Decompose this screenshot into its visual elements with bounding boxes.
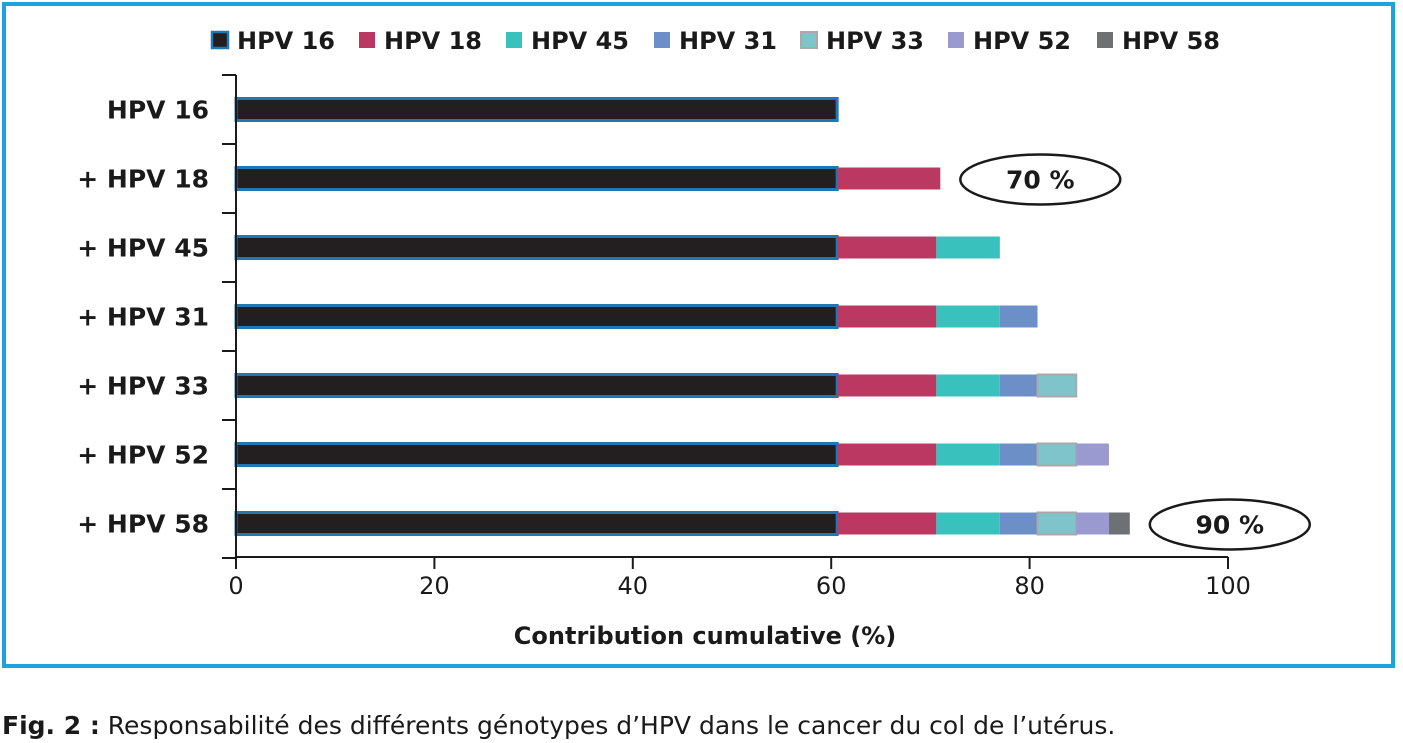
bar-segment-hpv-16-row-6 <box>234 442 839 467</box>
annotation-label: 70 % <box>1006 166 1075 195</box>
bar-segment-hpv-16-row-1 <box>234 97 839 122</box>
bar-segment-hpv-33-row-6 <box>1036 442 1078 467</box>
x-axis-title: Contribution cumulative (%) <box>514 622 896 650</box>
y-tick-label: + HPV 52 <box>77 441 209 470</box>
chart-axes: HPV 16 + HPV 18 + HPV 45 + HPV 31 + HPV 33 + … <box>77 74 1251 650</box>
x-tick-label: 0 <box>228 572 243 600</box>
bar-segment-hpv-16-row-7 <box>234 511 839 536</box>
y-tick-label: HPV 16 <box>107 96 209 125</box>
x-tick-label: 80 <box>1014 572 1045 600</box>
legend-label-hpv-58: HPV 58 <box>1122 27 1220 55</box>
chart-annotations: 70 % 90 % <box>959 153 1312 551</box>
bar-segment-hpv-18-row-7 <box>837 512 937 535</box>
legend-swatch-hpv-16 <box>210 30 230 50</box>
figure-frame <box>2 2 1395 668</box>
x-tick-label: 20 <box>419 572 450 600</box>
bar-segment-hpv-16-row-5 <box>234 373 839 398</box>
bar-segment-hpv-16-row-4 <box>234 304 839 329</box>
figure-caption: Fig. 2 : Responsabilité des différents g… <box>2 711 1115 740</box>
legend-label-hpv-16: HPV 16 <box>237 27 335 55</box>
bar-segment-hpv-31-row-5 <box>999 374 1038 397</box>
bar-segment-hpv-45-row-6 <box>936 443 1000 466</box>
caption-label: Fig. 2 : <box>2 711 100 740</box>
x-tick-label: 100 <box>1205 572 1251 600</box>
bar-segment-hpv-45-row-4 <box>936 305 1000 328</box>
bar-segment-hpv-58-row-7 <box>1108 512 1130 535</box>
legend-swatch-hpv-58 <box>1097 32 1113 48</box>
x-tick-label: 60 <box>816 572 847 600</box>
bar-segment-hpv-45-row-3 <box>936 236 1000 259</box>
y-tick-label: + HPV 33 <box>77 372 209 401</box>
y-tick-label: + HPV 58 <box>77 510 209 539</box>
bar-segment-hpv-31-row-4 <box>999 305 1038 328</box>
bar-segment-hpv-16-row-3 <box>234 235 839 260</box>
x-tick-label: 40 <box>618 572 649 600</box>
bar-segment-hpv-18-row-3 <box>837 236 937 259</box>
chart-legend: HPV 16 HPV 18 HPV 45 HPV 31 HPV 33 HPV 52 HPV … <box>210 27 1220 55</box>
bar-segment-hpv-45-row-7 <box>936 512 1000 535</box>
bar-segment-hpv-33-row-7 <box>1036 511 1078 536</box>
bar-segment-hpv-45-row-5 <box>936 374 1000 397</box>
legend-swatch-hpv-33 <box>800 31 818 49</box>
bar-segment-hpv-18-row-2 <box>837 167 941 190</box>
legend-swatch-hpv-45 <box>506 32 522 48</box>
bar-segment-hpv-33-row-5 <box>1036 373 1078 398</box>
caption-text: Responsabilité des différents génotypes … <box>99 711 1116 740</box>
bar-segment-hpv-31-row-6 <box>999 443 1038 466</box>
bar-segment-hpv-31-row-7 <box>999 512 1038 535</box>
bar-segment-hpv-18-row-6 <box>837 443 937 466</box>
legend-label-hpv-33: HPV 33 <box>826 27 924 55</box>
stacked-bar-chart: HPV 16 HPV 18 HPV 45 HPV 31 HPV 33 HPV 52 HPV … <box>77 27 1312 650</box>
bar-segment-hpv-18-row-5 <box>837 374 937 397</box>
bar-segment-hpv-16-row-2 <box>234 166 839 191</box>
annotation-ellipse <box>959 153 1122 206</box>
y-tick-label: + HPV 18 <box>77 165 209 194</box>
legend-label-hpv-18: HPV 18 <box>384 27 482 55</box>
bar-segment-hpv-52-row-6 <box>1076 443 1109 466</box>
bar-segment-hpv-18-row-4 <box>837 305 937 328</box>
legend-swatch-hpv-31 <box>654 32 670 48</box>
bar-segment-hpv-52-row-7 <box>1076 512 1109 535</box>
legend-swatch-hpv-52 <box>948 32 964 48</box>
legend-label-hpv-45: HPV 45 <box>531 27 629 55</box>
legend-swatch-hpv-18 <box>359 32 375 48</box>
y-tick-label: + HPV 45 <box>77 234 209 263</box>
legend-label-hpv-31: HPV 31 <box>679 27 777 55</box>
legend-label-hpv-52: HPV 52 <box>973 27 1071 55</box>
annotation-label: 90 % <box>1196 511 1265 540</box>
annotation-ellipse <box>1148 498 1312 551</box>
chart-bars <box>234 97 1130 536</box>
y-tick-label: + HPV 31 <box>77 303 209 332</box>
